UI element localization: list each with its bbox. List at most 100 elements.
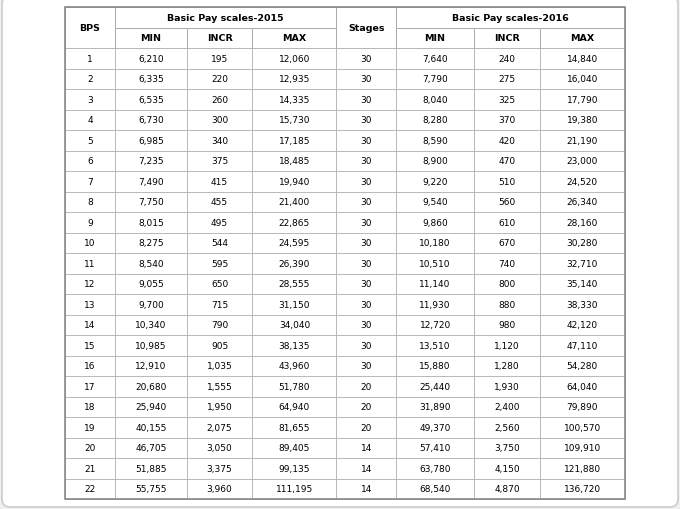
Bar <box>65 192 115 213</box>
Bar <box>252 274 337 294</box>
Bar <box>252 315 337 335</box>
Text: 20: 20 <box>360 403 372 411</box>
Text: 30: 30 <box>360 157 372 166</box>
Text: 560: 560 <box>498 198 515 207</box>
Text: 11,140: 11,140 <box>420 280 451 289</box>
Text: 17,185: 17,185 <box>279 136 310 146</box>
Text: 38,135: 38,135 <box>279 341 310 350</box>
Bar <box>252 110 337 131</box>
Text: 30: 30 <box>360 341 372 350</box>
Bar <box>337 131 396 151</box>
Text: 800: 800 <box>498 280 515 289</box>
Bar <box>252 192 337 213</box>
Bar <box>187 315 252 335</box>
Text: 21,190: 21,190 <box>566 136 598 146</box>
Text: 30: 30 <box>360 361 372 371</box>
Bar <box>187 192 252 213</box>
Bar <box>540 294 625 315</box>
Text: 30: 30 <box>360 300 372 309</box>
Text: MAX: MAX <box>571 34 594 43</box>
Bar <box>396 131 474 151</box>
Bar <box>187 233 252 253</box>
Bar <box>540 438 625 458</box>
Text: 3,375: 3,375 <box>207 464 233 473</box>
Text: 46,705: 46,705 <box>135 443 167 453</box>
Text: 21: 21 <box>84 464 96 473</box>
Bar <box>540 131 625 151</box>
Text: 275: 275 <box>498 75 515 84</box>
Text: 9,860: 9,860 <box>422 218 448 228</box>
Bar <box>187 417 252 438</box>
Text: INCR: INCR <box>494 34 520 43</box>
Text: 8,900: 8,900 <box>422 157 448 166</box>
Text: 325: 325 <box>498 96 515 104</box>
Bar <box>396 151 474 172</box>
Bar <box>65 438 115 458</box>
Bar <box>65 213 115 233</box>
Text: 470: 470 <box>498 157 515 166</box>
Bar <box>252 253 337 274</box>
Bar <box>337 233 396 253</box>
Bar <box>337 458 396 478</box>
Bar <box>252 90 337 110</box>
Bar <box>540 192 625 213</box>
Bar <box>252 417 337 438</box>
Text: 8,590: 8,590 <box>422 136 448 146</box>
Bar <box>65 274 115 294</box>
Text: 715: 715 <box>211 300 228 309</box>
Bar <box>115 131 187 151</box>
Text: 38,330: 38,330 <box>566 300 598 309</box>
Bar <box>65 90 115 110</box>
Bar <box>337 172 396 192</box>
Text: 510: 510 <box>498 178 515 186</box>
Bar <box>187 397 252 417</box>
Text: 14: 14 <box>360 484 372 493</box>
Text: 26,340: 26,340 <box>566 198 598 207</box>
Text: MIN: MIN <box>424 34 445 43</box>
Text: 30: 30 <box>360 321 372 330</box>
Text: 16: 16 <box>84 361 96 371</box>
Bar <box>252 29 337 49</box>
Text: 64,040: 64,040 <box>566 382 598 391</box>
Text: 9: 9 <box>87 218 93 228</box>
Bar <box>115 8 337 29</box>
Text: 18,485: 18,485 <box>279 157 310 166</box>
Text: 14,335: 14,335 <box>279 96 310 104</box>
Bar <box>396 233 474 253</box>
Bar <box>115 458 187 478</box>
Text: 16,040: 16,040 <box>566 75 598 84</box>
Text: 17,790: 17,790 <box>566 96 598 104</box>
Text: 790: 790 <box>211 321 228 330</box>
Bar <box>115 49 187 69</box>
Text: 30: 30 <box>360 75 372 84</box>
Text: 1,555: 1,555 <box>207 382 233 391</box>
Text: 30: 30 <box>360 54 372 64</box>
Text: 9,220: 9,220 <box>422 178 448 186</box>
Text: 30: 30 <box>360 280 372 289</box>
Bar <box>474 151 540 172</box>
Bar <box>540 397 625 417</box>
Bar <box>187 478 252 499</box>
Text: 9,700: 9,700 <box>138 300 164 309</box>
Bar <box>396 69 474 90</box>
Text: 595: 595 <box>211 259 228 268</box>
Text: 32,710: 32,710 <box>566 259 598 268</box>
Bar <box>115 335 187 356</box>
Text: 23,000: 23,000 <box>566 157 598 166</box>
Bar <box>65 8 115 49</box>
Bar <box>187 356 252 376</box>
Bar <box>187 110 252 131</box>
Bar <box>115 417 187 438</box>
Bar <box>65 376 115 397</box>
Text: 30: 30 <box>360 198 372 207</box>
Text: 30: 30 <box>360 239 372 248</box>
Bar <box>540 315 625 335</box>
Text: 30: 30 <box>360 116 372 125</box>
Text: 13,510: 13,510 <box>420 341 451 350</box>
Text: 880: 880 <box>498 300 515 309</box>
Text: 6,985: 6,985 <box>138 136 164 146</box>
Text: 43,960: 43,960 <box>279 361 310 371</box>
Text: 47,110: 47,110 <box>566 341 598 350</box>
Text: 5: 5 <box>87 136 93 146</box>
Bar <box>252 294 337 315</box>
